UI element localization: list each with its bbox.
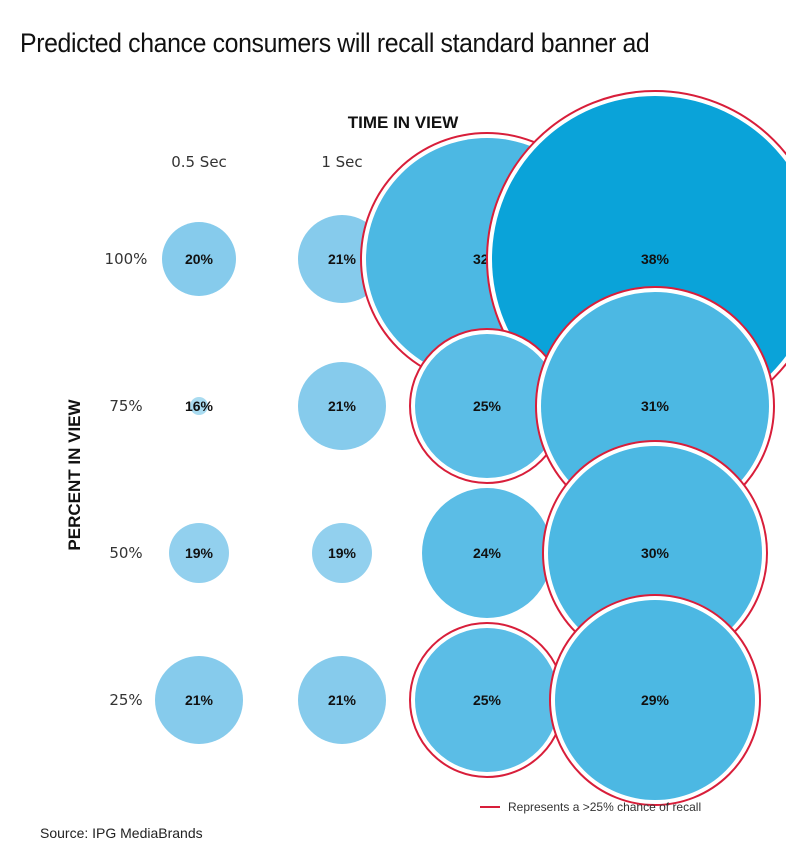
bubble — [169, 523, 229, 583]
bubble-value-label: 29% — [641, 692, 670, 708]
bubble — [190, 397, 208, 415]
bubble-value-label: 21% — [328, 251, 357, 267]
y-axis-title: PERCENT IN VIEW — [65, 398, 84, 550]
y-tick-label: 50% — [109, 544, 142, 562]
bubble-value-label: 19% — [185, 545, 214, 561]
source-note: Source: IPG MediaBrands — [40, 825, 203, 841]
x-tick-label: 1 Sec — [321, 153, 362, 171]
bubble — [555, 600, 755, 800]
bubble-value-label: 16% — [185, 398, 214, 414]
y-tick-label: 25% — [109, 691, 142, 709]
bubble-value-label: 25% — [473, 398, 502, 414]
legend-swatch — [480, 806, 500, 808]
y-tick-label: 100% — [105, 250, 148, 268]
legend-label: Represents a >25% chance of recall — [508, 800, 702, 814]
bubble-value-label: 20% — [185, 251, 214, 267]
bubble-value-label: 30% — [641, 545, 670, 561]
bubble — [298, 656, 386, 744]
chart-title: Predicted chance consumers will recall s… — [20, 28, 650, 58]
y-tick-labels: 100% 75% 50% 25% — [105, 250, 148, 709]
bubble-value-label: 31% — [641, 398, 670, 414]
bubble-value-label: 25% — [473, 692, 502, 708]
bubble-value-label: 24% — [473, 545, 502, 561]
bubble-value-label: 21% — [185, 692, 214, 708]
y-tick-label: 75% — [109, 397, 142, 415]
bubbles: 20%21%32%38%16%21%25%31%19%19%24%30%21%2… — [155, 90, 786, 806]
x-axis-title: TIME IN VIEW — [348, 113, 459, 132]
bubble — [415, 628, 559, 772]
bubble — [298, 362, 386, 450]
bubble-value-label: 19% — [328, 545, 357, 561]
bubble — [548, 446, 762, 660]
bubble-value-label: 38% — [641, 251, 670, 267]
bubble — [415, 334, 559, 478]
bubble-value-label: 21% — [328, 692, 357, 708]
bubble-value-label: 21% — [328, 398, 357, 414]
bubble — [312, 523, 372, 583]
bubble — [155, 656, 243, 744]
bubble — [422, 488, 552, 618]
x-tick-label: 0.5 Sec — [171, 153, 227, 171]
legend: Represents a >25% chance of recall — [480, 800, 701, 814]
bubble — [162, 222, 236, 296]
